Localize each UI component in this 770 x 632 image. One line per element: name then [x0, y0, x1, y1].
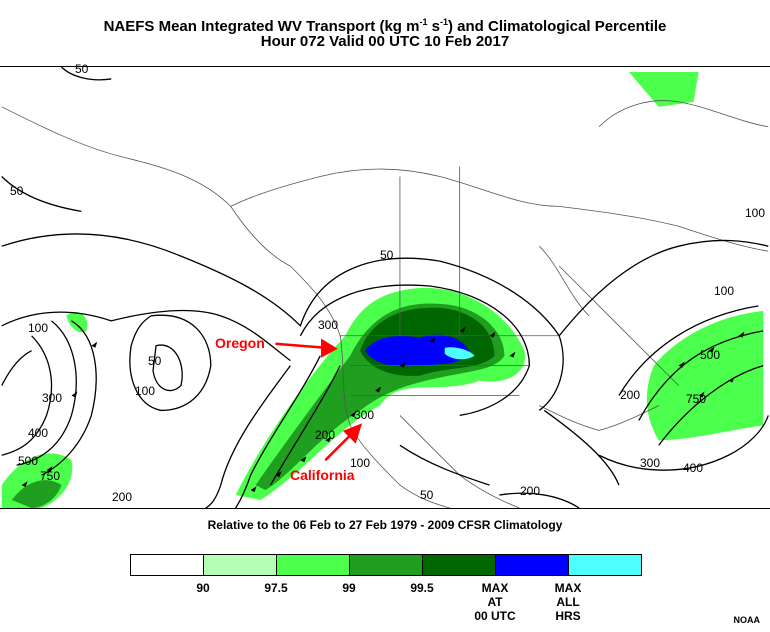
contour-label: 50	[148, 354, 162, 368]
contour-label: 200	[520, 484, 541, 498]
legend-swatch	[350, 555, 423, 575]
contour-label: 200	[112, 490, 133, 504]
legend-label: 97.5	[264, 581, 288, 595]
oregon-label: Oregon	[215, 335, 265, 351]
legend-swatch	[423, 555, 496, 575]
legend-label: 99.5	[410, 581, 434, 595]
map-title-line1: NAEFS Mean Integrated WV Transport (kg m…	[103, 17, 667, 35]
legend-label: 90	[196, 581, 210, 595]
contour-label: 100	[28, 321, 49, 335]
contour-label: 750	[40, 469, 61, 483]
contour-label: 500	[18, 454, 39, 468]
ivt-map	[0, 66, 770, 509]
contour-label: 400	[28, 426, 49, 440]
legend-label: MAX ALL HRS	[554, 581, 582, 623]
contour-label: 300	[354, 408, 375, 422]
contour-label: 100	[135, 384, 156, 398]
contour-label: 50	[75, 62, 89, 76]
contour-label: 100	[745, 206, 766, 220]
contour-label: 100	[714, 284, 735, 298]
contour-label: 100	[350, 456, 371, 470]
contour-label: 50	[420, 488, 434, 502]
legend-label: 99	[342, 581, 356, 595]
percentile-legend	[130, 554, 642, 576]
contour-label: 300	[640, 456, 661, 470]
contour-label: 200	[620, 388, 641, 402]
legend-swatch	[131, 555, 204, 575]
ivt-contours	[1, 67, 769, 508]
california-label: California	[290, 467, 355, 483]
contour-label: 50	[380, 248, 394, 262]
contour-label: 750	[686, 392, 707, 406]
legend-swatch	[496, 555, 569, 575]
contour-label: 300	[42, 391, 63, 405]
climatology-subtitle: Relative to the 06 Feb to 27 Feb 1979 - …	[207, 518, 563, 532]
contour-label: 200	[315, 428, 336, 442]
coastlines	[1, 100, 769, 508]
annotation-arrows	[275, 338, 363, 462]
legend-label: MAX AT 00 UTC	[474, 581, 516, 623]
noaa-credit: NOAA	[733, 615, 761, 625]
contour-label: 400	[683, 461, 704, 475]
contour-label: 500	[700, 348, 721, 362]
contour-label: 300	[318, 318, 339, 332]
legend-swatch	[277, 555, 350, 575]
map-title-line2: Hour 072 Valid 00 UTC 10 Feb 2017	[260, 33, 510, 50]
contour-label-layer: 50 50 50 50 100 100 100 100 100 200 200 …	[0, 62, 770, 509]
contour-label: 50	[10, 184, 24, 198]
legend-swatch	[569, 555, 641, 575]
legend-swatch	[204, 555, 277, 575]
